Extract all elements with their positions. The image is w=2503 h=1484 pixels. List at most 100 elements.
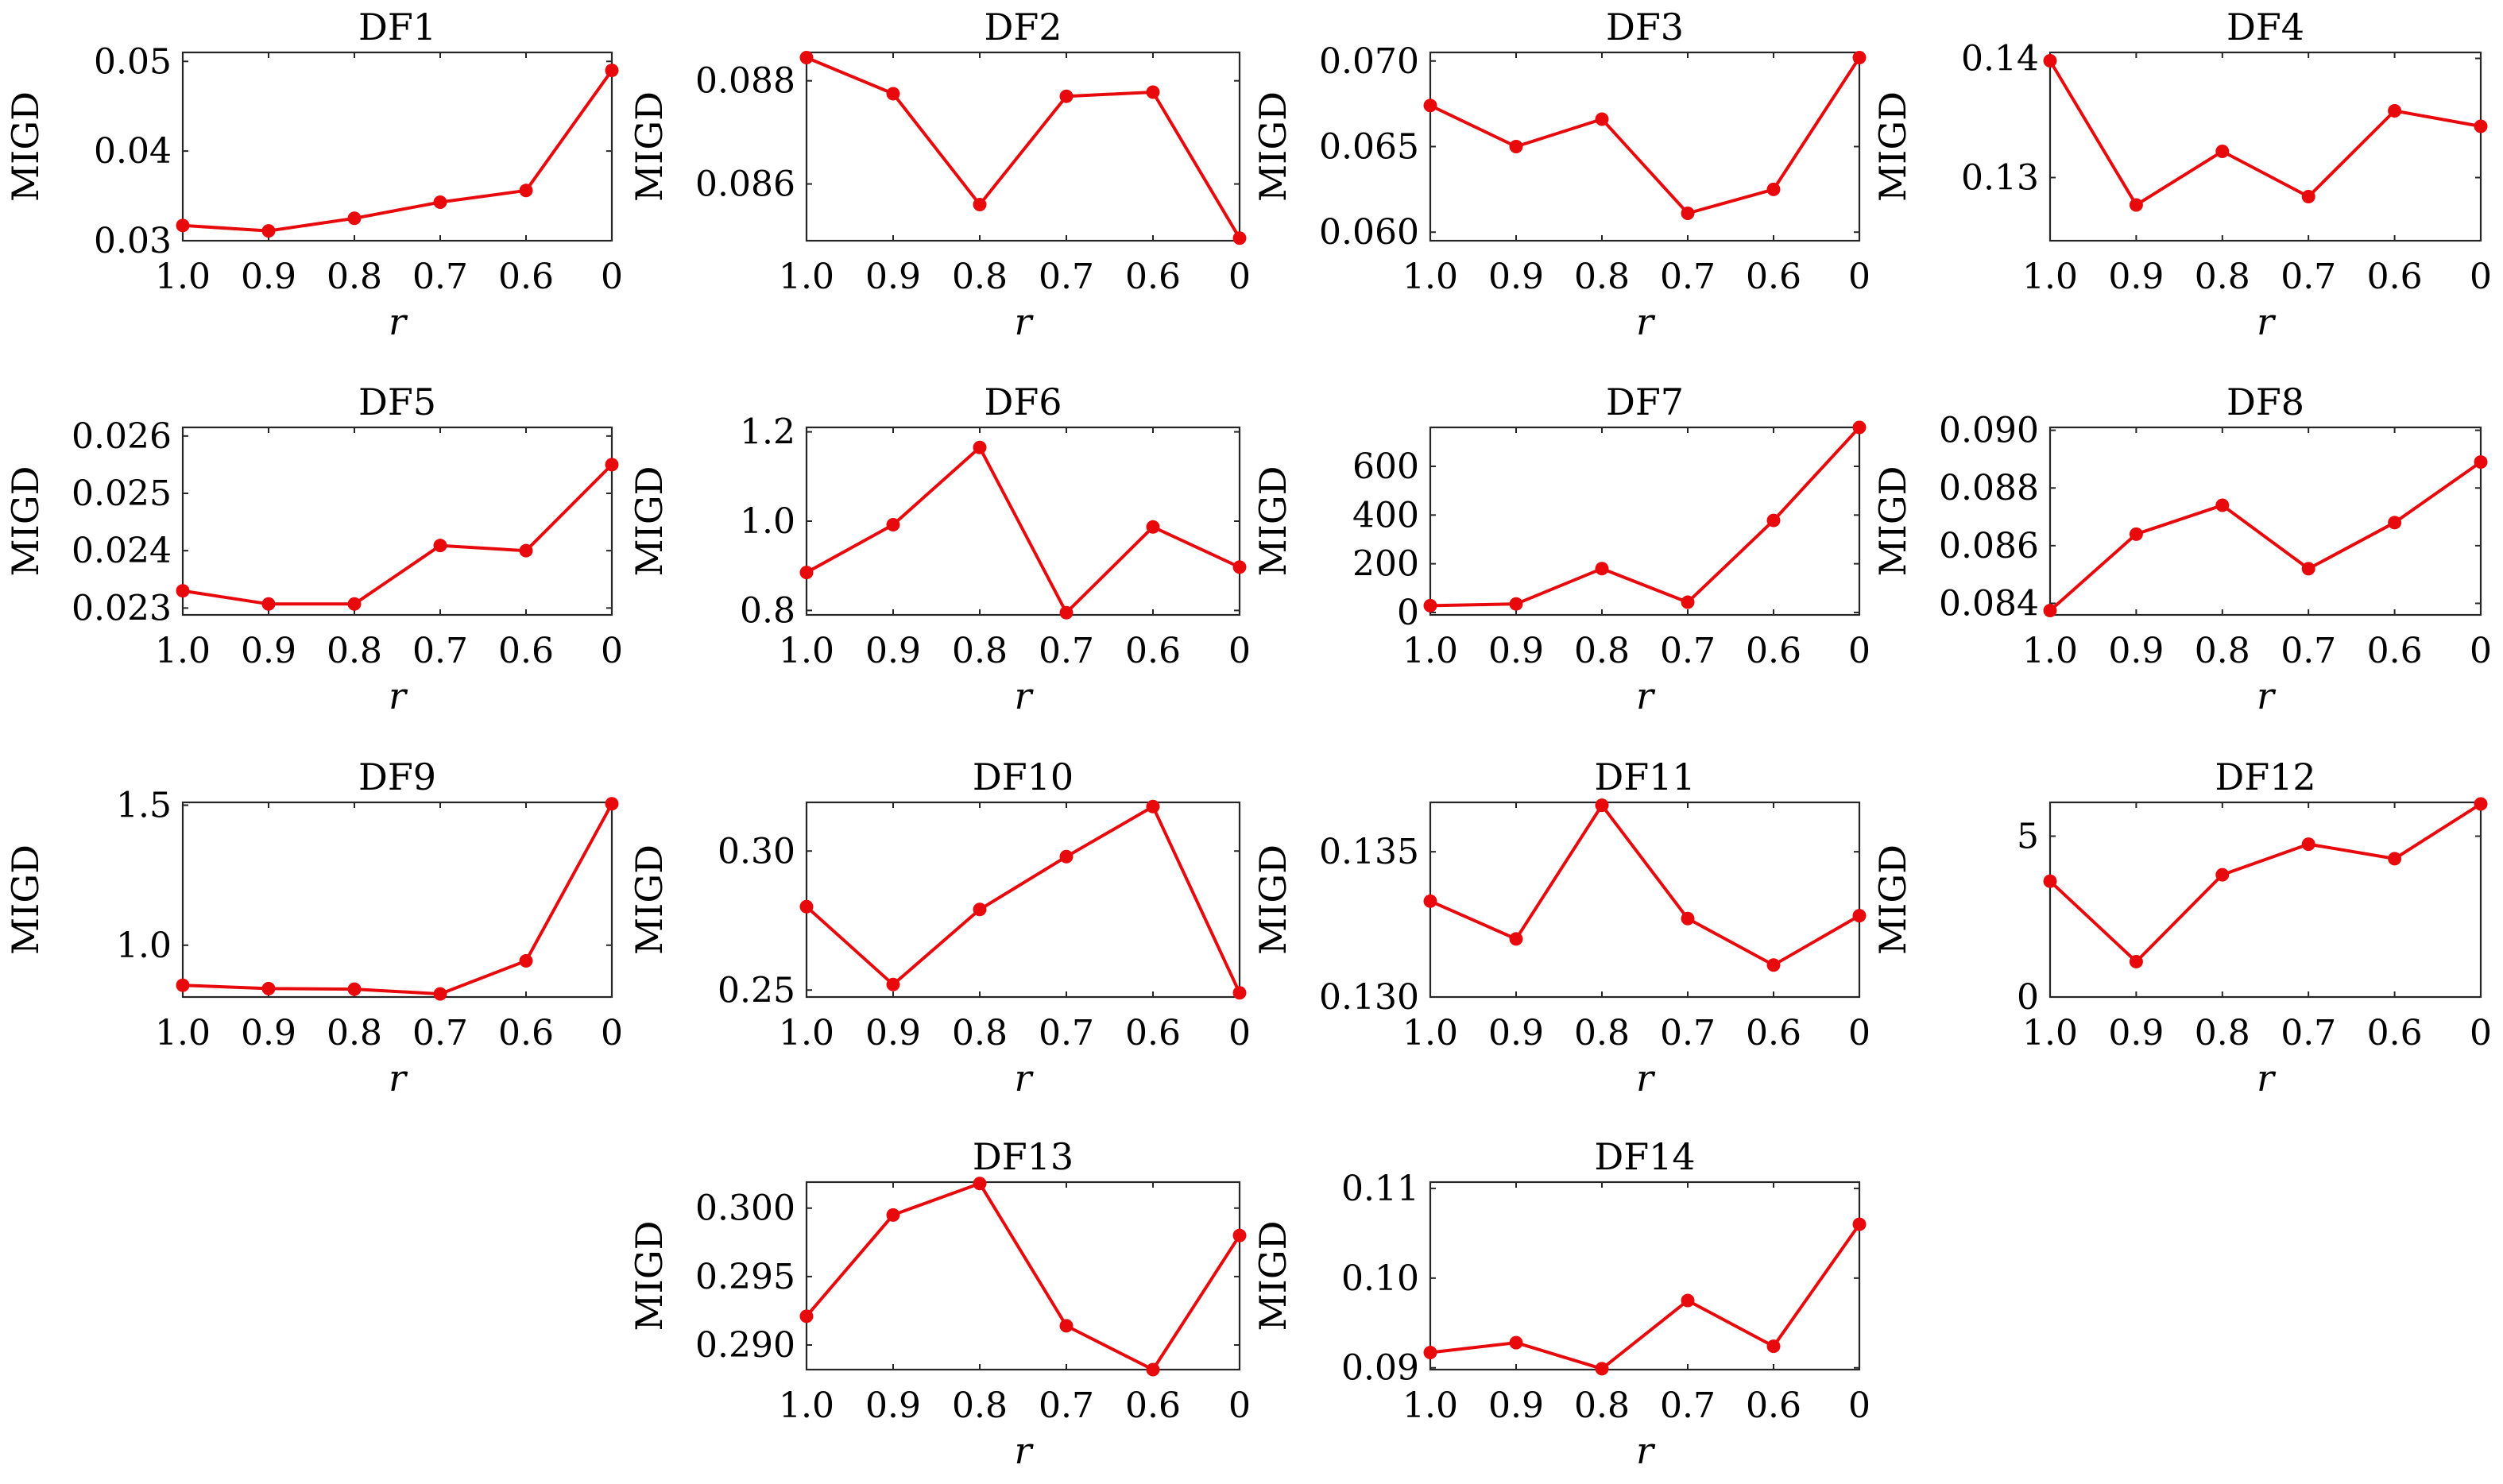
data-point bbox=[1766, 1339, 1781, 1354]
panel-9: DF9 MIGD r 1.0 0.9 0.8 0.7 0.6 0 1.0 1.5 bbox=[4, 756, 623, 1099]
x-tick-label: 0.7 bbox=[1039, 257, 1094, 297]
series-line bbox=[2048, 60, 2482, 207]
x-tick-label: 1.0 bbox=[779, 1385, 834, 1426]
data-point bbox=[519, 954, 533, 968]
data-point bbox=[605, 458, 619, 472]
data-point bbox=[1146, 799, 1160, 813]
data-point bbox=[2474, 455, 2488, 470]
data-point bbox=[1852, 50, 1867, 64]
y-tick-label: 0.300 bbox=[695, 1188, 795, 1229]
y-tick-label: 0.13 bbox=[1961, 158, 2039, 199]
data-point bbox=[261, 981, 276, 995]
data-point bbox=[605, 64, 619, 78]
panel-title: DF10 bbox=[973, 756, 1074, 798]
panel-title: DF14 bbox=[1594, 1135, 1695, 1178]
data-point bbox=[176, 978, 190, 992]
y-tick-label: 400 bbox=[1352, 495, 1419, 535]
panel-title: DF5 bbox=[358, 381, 436, 423]
x-tick-label: 0 bbox=[2470, 1013, 2492, 1053]
panel-8: DF8 MIGD r 1.0 0.9 0.8 0.7 0.6 0 0.084 0.086 0.088 0… bbox=[1871, 381, 2492, 717]
x-tick-label: 1.0 bbox=[1402, 1013, 1458, 1053]
y-tick-label: 0.04 bbox=[94, 131, 172, 172]
data-point bbox=[2129, 198, 2143, 212]
x-tick-label: 0.7 bbox=[412, 257, 468, 297]
x-axis-label: r bbox=[389, 674, 408, 717]
x-tick-label: 0 bbox=[601, 1013, 623, 1053]
x-tick-label: 0 bbox=[601, 257, 623, 297]
y-tick-label: 0.086 bbox=[695, 164, 795, 205]
panel-14: DF14 MIGD r 1.0 0.9 0.8 0.7 0.6 0 0.09 0.10 0.11 bbox=[1252, 1135, 1870, 1472]
x-tick-label: 0.9 bbox=[2108, 631, 2164, 671]
x-tick-label: 0.9 bbox=[1488, 1013, 1544, 1053]
panel-title: DF8 bbox=[2226, 381, 2304, 423]
y-axis-label: MIGD bbox=[1871, 844, 1914, 955]
x-tick-label: 0.6 bbox=[1125, 1013, 1181, 1053]
y-tick-label: 0 bbox=[2017, 977, 2039, 1018]
data-point bbox=[1681, 911, 1695, 926]
y-tick-label: 0 bbox=[1397, 593, 1419, 633]
data-point bbox=[1509, 1335, 1523, 1350]
y-tick-label: 0.084 bbox=[1939, 583, 2039, 624]
x-tick-label: 0.8 bbox=[952, 1013, 1008, 1053]
axes-frame bbox=[181, 426, 613, 616]
data-point bbox=[1059, 1319, 1074, 1333]
series-line bbox=[2048, 460, 2482, 613]
panel-11: DF11 MIGD r 1.0 0.9 0.8 0.7 0.6 0 0.130 0.135 bbox=[1252, 756, 1870, 1099]
x-tick-label: 0 bbox=[1228, 1385, 1251, 1426]
x-axis-label: r bbox=[1636, 1429, 1656, 1472]
x-tick-label: 0.8 bbox=[1574, 1385, 1630, 1426]
data-point bbox=[1681, 595, 1695, 609]
axes-frame bbox=[2048, 801, 2482, 999]
y-axis-label: MIGD bbox=[1252, 466, 1294, 577]
x-tick-label: 0.6 bbox=[1125, 631, 1181, 671]
y-axis-label: MIGD bbox=[4, 844, 47, 955]
x-tick-label: 0.9 bbox=[2108, 257, 2164, 297]
x-axis-label: r bbox=[389, 1057, 408, 1099]
data-point bbox=[1509, 597, 1523, 611]
x-tick-label: 0.7 bbox=[1039, 1385, 1094, 1426]
data-point bbox=[2388, 516, 2402, 530]
panel-title: DF13 bbox=[973, 1135, 1074, 1178]
x-tick-label: 0.8 bbox=[1574, 1013, 1630, 1053]
x-tick-label: 0.8 bbox=[2195, 631, 2250, 671]
data-point bbox=[261, 224, 276, 238]
x-tick-label: 0 bbox=[2470, 631, 2492, 671]
data-point bbox=[799, 1309, 814, 1324]
data-point bbox=[1595, 112, 1609, 126]
data-point bbox=[1766, 513, 1781, 528]
x-tick-label: 0 bbox=[601, 631, 623, 671]
y-tick-label: 0.03 bbox=[94, 221, 172, 261]
data-point bbox=[1766, 958, 1781, 972]
data-point bbox=[2043, 604, 2057, 618]
series-line bbox=[805, 1181, 1241, 1371]
x-tick-label: 0.6 bbox=[2367, 1013, 2423, 1053]
x-tick-label: 0.6 bbox=[498, 1013, 554, 1053]
panel-title: DF3 bbox=[1606, 6, 1684, 48]
x-tick-label: 0.9 bbox=[865, 1013, 921, 1053]
y-tick-label: 0.05 bbox=[94, 41, 172, 82]
x-tick-label: 1.0 bbox=[2022, 631, 2078, 671]
panel-4: DF4 MIGD r 1.0 0.9 0.8 0.7 0.6 0 0.13 0.14 bbox=[1871, 6, 2492, 343]
x-tick-label: 0.6 bbox=[1746, 631, 1801, 671]
x-tick-label: 0.7 bbox=[1660, 257, 1716, 297]
y-tick-label: 0.088 bbox=[1939, 468, 2039, 508]
x-tick-label: 0.6 bbox=[498, 257, 554, 297]
x-tick-label: 0.8 bbox=[327, 257, 382, 297]
x-axis-label: r bbox=[1636, 1057, 1656, 1099]
data-point bbox=[1423, 99, 1437, 113]
x-tick-label: 0.7 bbox=[1039, 1013, 1094, 1053]
x-tick-label: 0.6 bbox=[498, 631, 554, 671]
y-tick-label: 0.130 bbox=[1319, 977, 1419, 1018]
x-tick-label: 0 bbox=[1228, 257, 1251, 297]
data-point bbox=[1766, 182, 1781, 196]
data-point bbox=[1232, 231, 1247, 245]
y-tick-label: 200 bbox=[1352, 544, 1419, 585]
panel-5: DF5 MIGD r 1.0 0.9 0.8 0.7 0.6 0 0.023 0.024 0.025 0… bbox=[4, 381, 623, 717]
x-axis-label: r bbox=[1015, 674, 1035, 717]
data-point bbox=[2215, 498, 2230, 512]
x-axis-label: r bbox=[1015, 1429, 1035, 1472]
panel-3: DF3 MIGD r 1.0 0.9 0.8 0.7 0.6 0 0.060 0.065 0.070 bbox=[1252, 6, 1870, 343]
y-tick-label: 0.25 bbox=[718, 970, 795, 1011]
y-tick-label: 0.070 bbox=[1319, 41, 1419, 82]
axes-frame bbox=[181, 51, 613, 242]
